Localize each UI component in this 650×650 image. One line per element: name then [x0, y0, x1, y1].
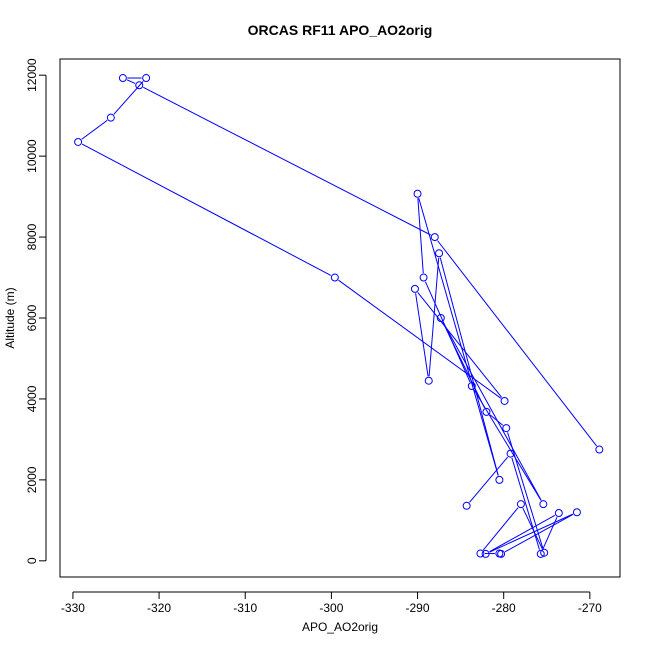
x-tick-label: -280: [492, 601, 516, 615]
data-point: [106, 113, 115, 122]
y-tick-label: 0: [25, 557, 39, 564]
series-segment: [507, 432, 544, 549]
x-tick-label: -310: [233, 601, 257, 615]
data-point: [135, 81, 144, 90]
data-point: [506, 449, 515, 458]
data-point: [467, 381, 476, 390]
y-tick-label: 2000: [25, 466, 39, 493]
y-axis-label: Altitude (m): [3, 287, 17, 348]
series-segment: [81, 119, 108, 140]
data-point: [500, 396, 509, 405]
series-segment: [489, 514, 556, 553]
y-tick-label: 12000: [25, 58, 39, 92]
series-segment: [143, 86, 431, 236]
series-segment: [511, 457, 540, 550]
series-segment: [428, 257, 440, 377]
data-point: [595, 445, 604, 454]
y-axis: 0 2000 4000 6000 8000 10000 12000: [25, 58, 47, 564]
data-point: [540, 548, 549, 557]
data-point: [476, 549, 485, 558]
series-segment: [489, 513, 574, 553]
data-point: [413, 189, 422, 198]
y-tick-label: 4000: [25, 385, 39, 412]
series-segment: [418, 197, 499, 476]
series-segment: [482, 507, 519, 551]
chart-title: ORCAS RF11 APO_AO2orig: [248, 22, 433, 38]
y-tick-label: 8000: [25, 223, 39, 250]
data-point: [536, 549, 545, 558]
series-segment: [417, 292, 503, 398]
series-points: [74, 74, 604, 558]
series-segment: [415, 293, 429, 377]
data-point: [495, 475, 504, 484]
data-point: [436, 314, 445, 322]
series-segment: [338, 279, 502, 399]
plot-frame: [59, 58, 621, 578]
data-point: [118, 74, 127, 83]
series-segment: [442, 321, 542, 501]
series-lines: [81, 77, 597, 555]
data-point: [142, 74, 151, 83]
data-point: [502, 424, 511, 433]
data-point: [435, 249, 444, 258]
series-segment: [442, 321, 485, 409]
x-tick-label: -300: [319, 601, 343, 615]
data-point: [497, 549, 506, 558]
series-segment: [522, 507, 543, 549]
series-segment: [489, 414, 504, 426]
series-segment: [439, 257, 499, 476]
series-segment: [504, 513, 574, 553]
data-point: [554, 509, 563, 518]
series-segment: [113, 81, 144, 115]
x-tick-label: -320: [147, 601, 171, 615]
series-segment: [437, 240, 597, 447]
data-point: [481, 549, 490, 558]
y-tick-label: 6000: [25, 304, 39, 331]
data-point: [74, 137, 83, 146]
data-point: [539, 500, 548, 509]
data-point: [516, 500, 525, 509]
x-axis-label: APO_AO2orig: [302, 620, 378, 634]
x-tick-label: -270: [578, 601, 602, 615]
series-segment: [469, 456, 509, 503]
series-segment: [542, 516, 558, 551]
x-tick-label: -330: [61, 601, 85, 615]
data-point: [572, 508, 581, 517]
data-point: [410, 284, 419, 293]
series-segment: [126, 79, 136, 84]
data-point: [462, 501, 471, 510]
x-axis: -330 -320 -310 -300 -290 -280 -270: [61, 591, 602, 615]
x-tick-label: -290: [406, 601, 430, 615]
data-point: [430, 233, 439, 242]
data-point: [419, 273, 428, 282]
series-segment: [81, 143, 332, 276]
data-point: [330, 273, 339, 282]
series-segment: [417, 198, 424, 274]
data-point: [482, 407, 491, 416]
y-tick-label: 10000: [25, 139, 39, 173]
data-point: [424, 376, 433, 385]
